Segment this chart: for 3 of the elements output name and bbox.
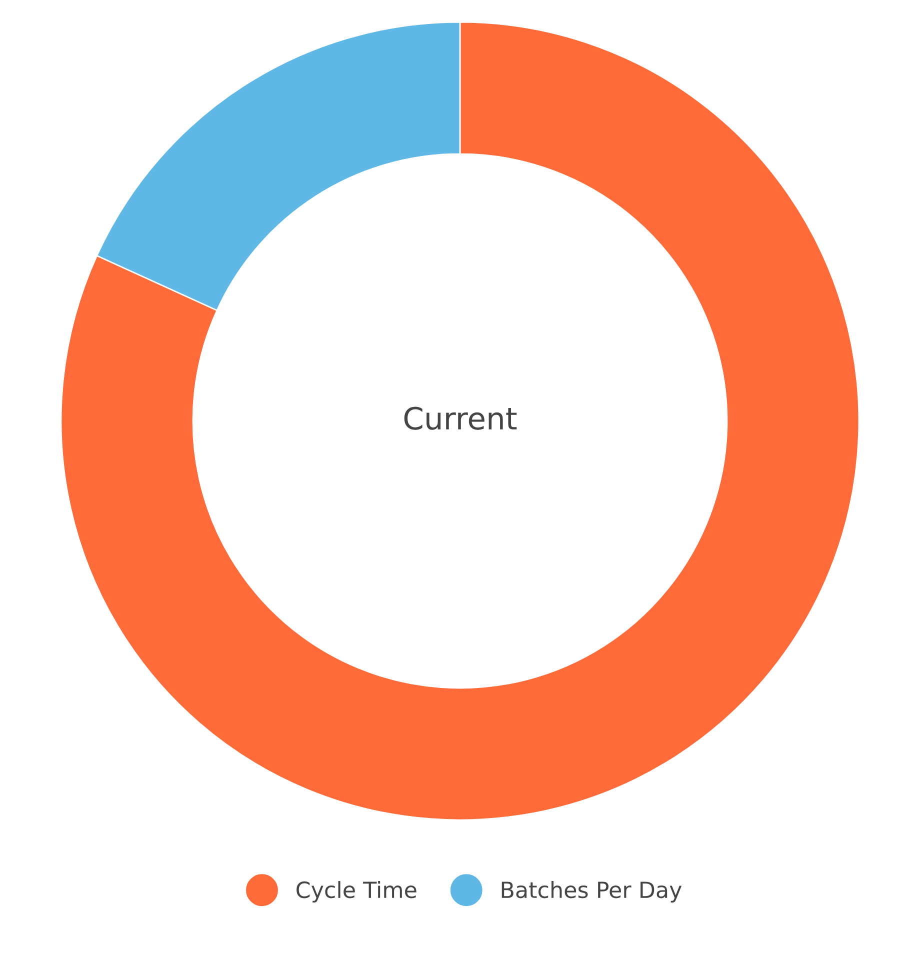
legend-label: Cycle Time xyxy=(296,881,416,903)
text: Current xyxy=(404,406,517,430)
legend-label: Batches Per Day xyxy=(502,881,682,903)
